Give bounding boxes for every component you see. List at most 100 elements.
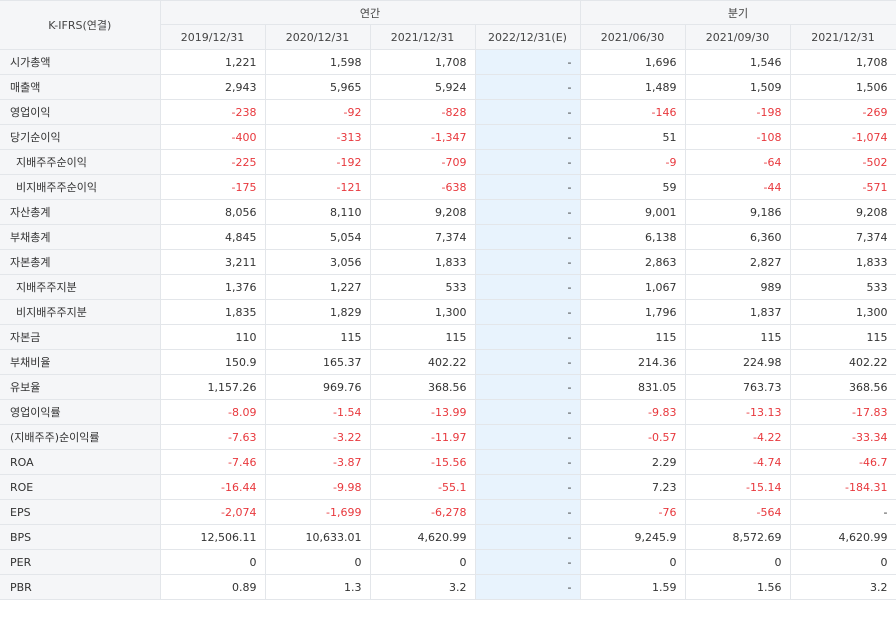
table-cell: - (474, 74, 581, 100)
table-cell: - (474, 499, 581, 525)
table-cell: -238 (159, 99, 266, 125)
table-cell: - (474, 199, 581, 225)
table-cell: - (474, 274, 581, 300)
table-cell: -175 (159, 174, 266, 200)
table-cell: 9,186 (684, 199, 791, 225)
table-cell: 5,965 (264, 74, 371, 100)
row-label: 부채비율 (0, 349, 161, 375)
table-cell: -709 (369, 149, 476, 175)
table-cell: -192 (264, 149, 371, 175)
table-cell: 4,845 (159, 224, 266, 250)
table-cell: - (474, 124, 581, 150)
table-cell: -571 (789, 174, 896, 200)
table-cell: -0.57 (579, 424, 686, 450)
table-cell: - (474, 99, 581, 125)
table-cell: -16.44 (159, 474, 266, 500)
table-cell: 1,300 (369, 299, 476, 325)
table-cell: 989 (684, 274, 791, 300)
table-cell: 969.76 (264, 374, 371, 400)
table-cell: 2,827 (684, 249, 791, 275)
table-cell: - (474, 374, 581, 400)
table-cell: 1,509 (684, 74, 791, 100)
table-cell: 1.59 (579, 574, 686, 600)
financial-summary-table: K-IFRS(연결) 연간 분기 2019/12/31 2020/12/31 2… (0, 0, 896, 600)
table-cell: 9,245.9 (579, 524, 686, 550)
table-row: 매출액 2,943 5,965 5,924-1,489 1,509 1,506 (0, 74, 896, 100)
column-header: 2019/12/31 (160, 24, 266, 50)
column-header: 2021/12/31 (369, 24, 476, 50)
table-cell: - (474, 399, 581, 425)
table-cell: 1.3 (264, 574, 371, 600)
table-cell: -92 (264, 99, 371, 125)
table-cell: 1,837 (684, 299, 791, 325)
table-cell: 8,110 (264, 199, 371, 225)
table-cell: 3.2 (789, 574, 896, 600)
row-label: BPS (0, 524, 161, 550)
row-label: 영업이익 (0, 99, 161, 125)
table-cell: -9 (579, 149, 686, 175)
table-cell: 5,924 (369, 74, 476, 100)
group-header-annual: 연간 (159, 0, 581, 25)
table-cell: - (474, 449, 581, 475)
table-cell: 831.05 (579, 374, 686, 400)
table-cell: -44 (684, 174, 791, 200)
table-cell: -198 (684, 99, 791, 125)
table-row: 부채비율 150.9 165.37 402.22-214.36 224.98 402.22 (0, 349, 896, 375)
table-cell: -2,074 (159, 499, 266, 525)
row-label: 매출액 (0, 74, 161, 100)
row-label: 자본금 (0, 324, 161, 350)
table-cell: 1,829 (264, 299, 371, 325)
table-cell: - (474, 474, 581, 500)
table-cell: 5,054 (264, 224, 371, 250)
table-cell: 9,001 (579, 199, 686, 225)
table-cell: 0 (264, 549, 371, 575)
table-cell: -121 (264, 174, 371, 200)
table-cell: -13.99 (369, 399, 476, 425)
table-row: ROA -7.46 -3.87 -15.56-2.29 -4.74 -46.7 (0, 449, 896, 475)
table-cell: 115 (579, 324, 686, 350)
table-cell: 1,506 (789, 74, 896, 100)
table-cell: -1.54 (264, 399, 371, 425)
table-cell: -76 (579, 499, 686, 525)
table-row: (지배주주)순이익률 -7.63 -3.22 -11.97- -0.57 -4.22 -33… (0, 424, 896, 450)
table-cell: - (474, 249, 581, 275)
table-cell: - (474, 524, 581, 550)
table-cell: - (474, 174, 581, 200)
table-body: 시가총액 1,221 1,598 1,708-1,696 1,546 1,708 매출액 2,… (0, 49, 896, 600)
table-row: 부채총계 4,845 5,054 7,374-6,138 6,360 7,374 (0, 224, 896, 250)
table-cell: 1,067 (579, 274, 686, 300)
row-label: 비지배주주순이익 (0, 174, 161, 200)
table-cell: -15.14 (684, 474, 791, 500)
table-cell: 214.36 (579, 349, 686, 375)
table-cell: 59 (579, 174, 686, 200)
table-cell: 368.56 (789, 374, 896, 400)
table-cell: -4.22 (684, 424, 791, 450)
table-cell: 533 (789, 274, 896, 300)
table-cell: 0 (579, 549, 686, 575)
table-cell: -225 (159, 149, 266, 175)
table-cell: - (474, 424, 581, 450)
table-cell: - (474, 49, 581, 75)
table-cell: 115 (684, 324, 791, 350)
table-row: 자본총계 3,211 3,056 1,833-2,863 2,827 1,833 (0, 249, 896, 275)
table-cell: 51 (579, 124, 686, 150)
row-label: 당기순이익 (0, 124, 161, 150)
table-cell: 402.22 (789, 349, 896, 375)
corner-label: K-IFRS(연결) (0, 0, 161, 50)
table-cell: 763.73 (684, 374, 791, 400)
table-cell: -9.83 (579, 399, 686, 425)
table-cell: 1,546 (684, 49, 791, 75)
table-cell: 115 (264, 324, 371, 350)
row-label: 영업이익률 (0, 399, 161, 425)
row-label: 부채총계 (0, 224, 161, 250)
table-cell: 2.29 (579, 449, 686, 475)
table-cell: 1,598 (264, 49, 371, 75)
table-cell: -64 (684, 149, 791, 175)
table-cell: -8.09 (159, 399, 266, 425)
table-row: 자본금 110 115 115-115 115 115 (0, 324, 896, 350)
row-label: 자산총계 (0, 199, 161, 225)
table-cell: - (474, 324, 581, 350)
table-row: 지배주주지분 1,376 1,227 533-1,067 989 533 (0, 274, 896, 300)
table-cell: 9,208 (369, 199, 476, 225)
table-cell: -3.87 (264, 449, 371, 475)
